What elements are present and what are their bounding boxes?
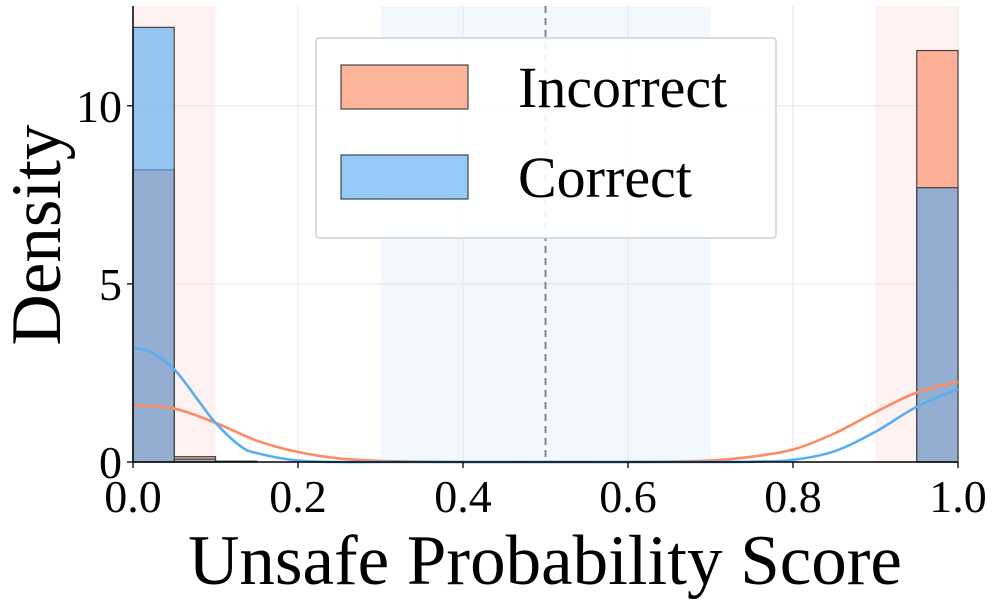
- x-tick-label-0: 0.0: [104, 471, 162, 522]
- tick-labels: 0.0 0.2 0.4 0.6 0.8 1.0 0 5 10: [76, 81, 987, 522]
- x-tick-label-1: 0.2: [269, 471, 327, 522]
- x-tick-label-5: 1.0: [929, 471, 987, 522]
- histogram-bars: [132, 26, 959, 463]
- legend-label-correct: Correct: [518, 145, 692, 210]
- bar-correct-0: [132, 26, 175, 463]
- legend-label-incorrect: Incorrect: [518, 55, 727, 120]
- axes: [132, 6, 958, 463]
- bar-correct-19: [916, 187, 959, 463]
- legend-swatch-correct: [340, 154, 469, 200]
- x-tick-label-3: 0.6: [599, 471, 657, 522]
- x-tick-label-4: 0.8: [764, 471, 822, 522]
- y-tick-label-0: 0: [99, 437, 122, 488]
- x-axis-label: Unsafe Probability Score: [188, 522, 902, 600]
- legend: Incorrect Correct: [315, 37, 777, 239]
- y-tick-label-2: 10: [76, 81, 122, 132]
- x-tick-label-2: 0.4: [434, 471, 492, 522]
- legend-swatch-incorrect: [340, 64, 469, 110]
- y-axis-label: Density: [0, 124, 76, 345]
- y-tick-label-1: 5: [99, 259, 122, 310]
